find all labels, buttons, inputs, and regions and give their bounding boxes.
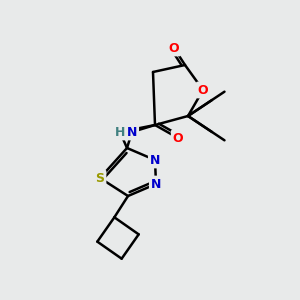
Text: O: O <box>198 83 208 97</box>
Text: N: N <box>127 125 137 139</box>
Text: N: N <box>150 154 160 166</box>
Text: O: O <box>169 41 179 55</box>
Text: O: O <box>173 131 183 145</box>
Text: H: H <box>115 125 125 139</box>
Text: N: N <box>151 178 161 190</box>
Text: S: S <box>95 172 104 184</box>
